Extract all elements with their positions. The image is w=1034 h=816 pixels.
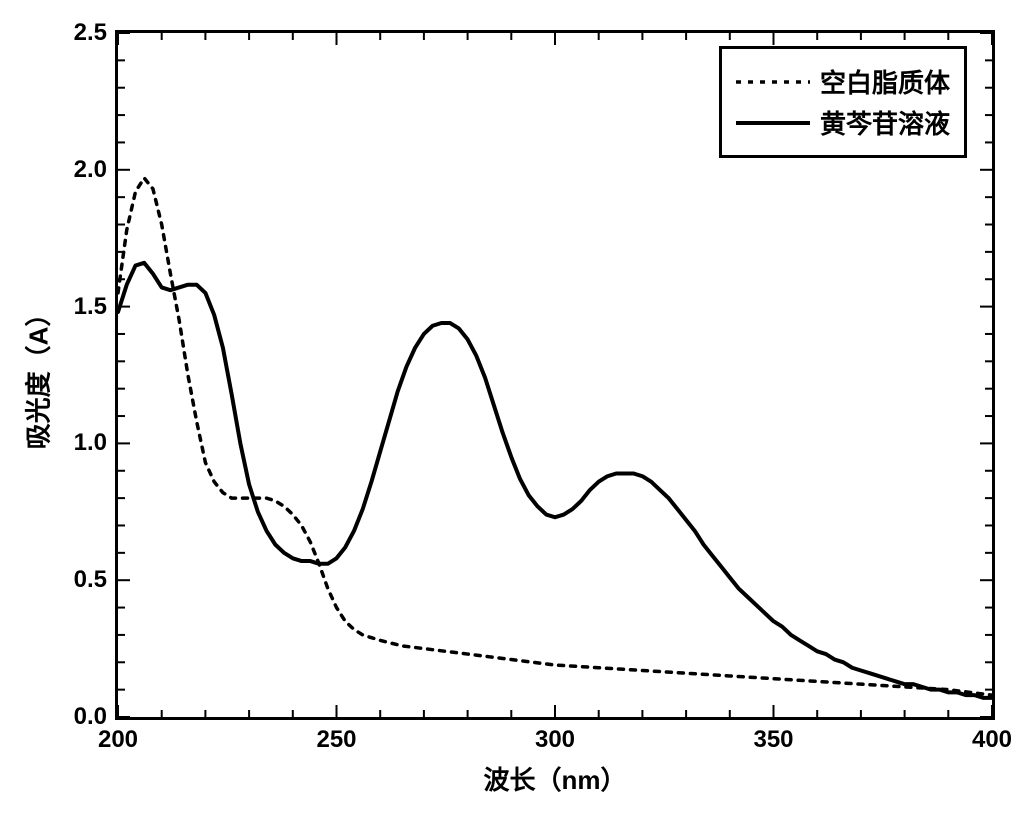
series-blank-liposome [118,178,992,695]
y-tick-label: 0.5 [74,566,107,594]
legend: 空白脂质体黄芩苷溶液 [719,46,967,158]
legend-row-baicalin-solution: 黄芩苷溶液 [736,104,950,141]
y-tick-label: 2.5 [74,19,107,47]
y-axis-label: 吸光度（A） [19,301,56,450]
legend-label: 黄芩苷溶液 [820,104,950,141]
legend-swatch [736,72,810,92]
y-tick-label: 1.5 [74,293,107,321]
legend-swatch [736,113,810,133]
x-tick-label: 400 [972,726,1012,754]
y-tick-label: 0.0 [74,703,107,731]
x-axis-label: 波长（nm） [483,760,626,797]
y-tick-label: 2.0 [74,156,107,184]
x-tick-label: 250 [316,726,356,754]
legend-row-blank-liposome: 空白脂质体 [736,63,950,100]
spectrum-chart: 吸光度（A） 波长（nm） 空白脂质体黄芩苷溶液 200250300350400… [0,0,1034,816]
x-tick-label: 350 [753,726,793,754]
y-tick-label: 1.0 [74,429,107,457]
legend-label: 空白脂质体 [820,63,950,100]
x-tick-label: 300 [535,726,575,754]
series-baicalin-solution [118,263,992,698]
